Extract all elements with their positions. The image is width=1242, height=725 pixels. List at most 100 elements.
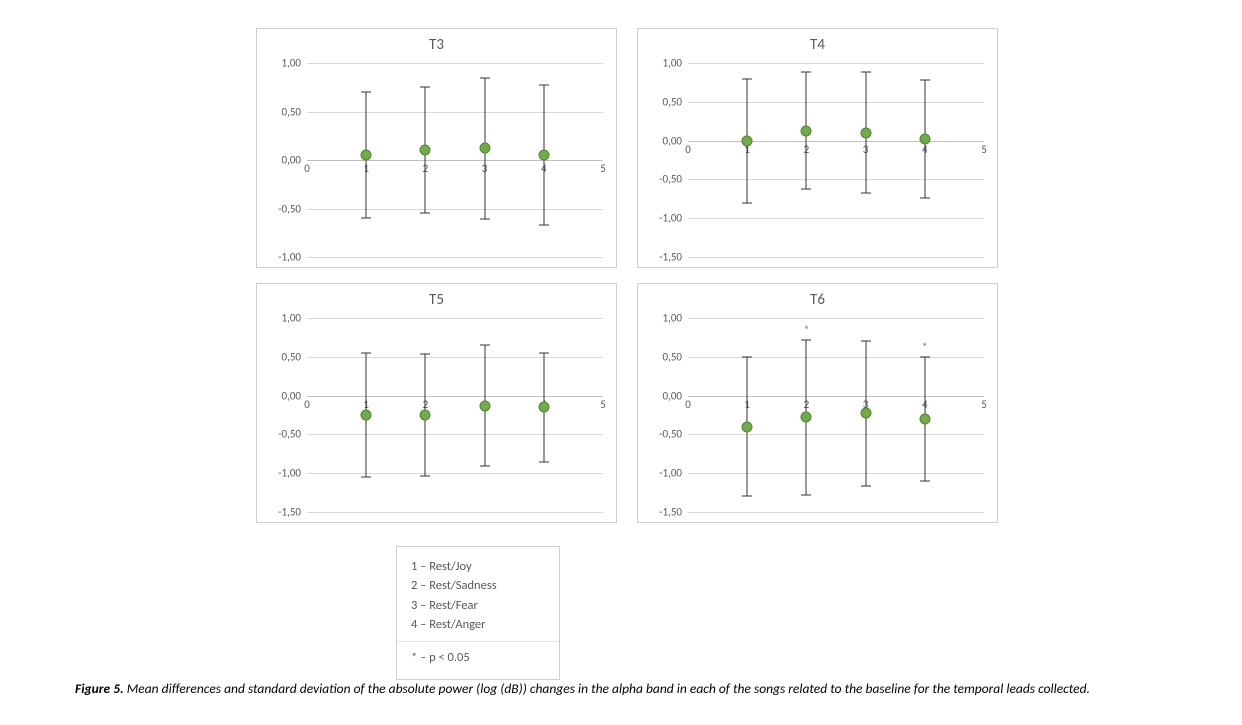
xtick-label: 0 (304, 162, 310, 175)
errorbar-cap (801, 494, 811, 495)
panel-title: T4 (638, 36, 997, 54)
errorbar-cap (861, 193, 871, 194)
errorbar-cap (801, 72, 811, 73)
errorbar-cap (480, 219, 490, 220)
errorbar-cap (361, 218, 371, 219)
ytick-label: -1,00 (659, 212, 682, 225)
gridline (307, 473, 603, 474)
ytick-label: 0,50 (282, 105, 301, 118)
panel-t5: T5 -1,50-1,00-0,500,000,501,00012345 (256, 283, 617, 523)
ytick-label: 0,00 (282, 389, 301, 402)
figure-caption: Figure 5. Mean differences and standard … (75, 680, 1167, 698)
data-marker (919, 134, 930, 145)
panel-t4: T4-1,50-1,00-0,500,000,501,00012345 (637, 28, 998, 268)
data-marker (479, 143, 490, 154)
panel-t3: T3-1,00-0,500,000,501,00012345 (256, 28, 617, 268)
ytick-label: 0,00 (663, 389, 682, 402)
plot-area: -1,50-1,00-0,500,000,501,00012345** (688, 318, 984, 512)
errorbar-cap (480, 466, 490, 467)
significance-marker: * (803, 324, 809, 338)
ytick-label: 0,50 (663, 95, 682, 108)
ytick-label: 0,00 (663, 134, 682, 147)
data-marker (361, 410, 372, 421)
panel-title: T3 (257, 36, 616, 54)
panel-title: T5 (257, 291, 616, 309)
gridline (688, 434, 984, 435)
gridline (307, 318, 603, 319)
ytick-label: -1,00 (278, 467, 301, 480)
ytick-label: -0,50 (278, 202, 301, 215)
data-marker (538, 150, 549, 161)
errorbar-cap (920, 80, 930, 81)
gridline (688, 512, 984, 513)
gridline (307, 357, 603, 358)
data-marker (742, 135, 753, 146)
ytick-label: -1,50 (659, 251, 682, 264)
errorbar-cap (920, 198, 930, 199)
errorbar-cap (742, 356, 752, 357)
xtick-label: 5 (981, 143, 987, 156)
legend-sig-line: * – p < 0.05 (411, 648, 545, 667)
panel-row-2: T5-1,50-1,00-0,500,000,501,00012345 T6-1… (256, 283, 998, 523)
panel-row-1: T3-1,00-0,500,000,501,00012345 T4-1,50-1… (256, 28, 998, 268)
ytick-label: 0,50 (282, 350, 301, 363)
errorbar-cap (420, 475, 430, 476)
xtick-label: 0 (685, 143, 691, 156)
plot-area: -1,00-0,500,000,501,00012345 (307, 63, 603, 257)
errorbar-cap (361, 92, 371, 93)
ytick-label: 1,00 (282, 57, 301, 70)
errorbar-cap (920, 480, 930, 481)
ytick-label: -0,50 (659, 428, 682, 441)
data-marker (801, 125, 812, 136)
errorbar-cap (742, 78, 752, 79)
data-marker (742, 421, 753, 432)
gridline (307, 434, 603, 435)
gridline (307, 512, 603, 513)
data-marker (860, 127, 871, 138)
errorbar-cap (420, 354, 430, 355)
figure-container: { "layout": { "panel_width": 360, "color… (0, 0, 1242, 725)
data-marker (919, 413, 930, 424)
legend-separator (397, 641, 559, 642)
errorbar-cap (742, 202, 752, 203)
ytick-label: 1,00 (282, 312, 301, 325)
data-marker (801, 412, 812, 423)
errorbar-cap (801, 188, 811, 189)
errorbar-cap (920, 356, 930, 357)
errorbar-cap (480, 345, 490, 346)
errorbar-cap (539, 224, 549, 225)
panel-grid: T3-1,00-0,500,000,501,00012345 T4-1,50-1… (256, 28, 998, 523)
gridline (688, 473, 984, 474)
data-marker (361, 150, 372, 161)
gridline (688, 257, 984, 258)
gridline (688, 396, 984, 397)
xtick-label: 5 (600, 162, 606, 175)
xtick-label: 5 (600, 398, 606, 411)
caption-text: Mean differences and standard deviation … (124, 680, 1090, 697)
plot-area: -1,50-1,00-0,500,000,501,00012345 (688, 63, 984, 257)
gridline (688, 102, 984, 103)
gridline (688, 318, 984, 319)
panel-t6: T6-1,50-1,00-0,500,000,501,00012345** (637, 283, 998, 523)
data-marker (479, 400, 490, 411)
ytick-label: 0,50 (663, 350, 682, 363)
legend-item: 1 – Rest/Joy (411, 557, 545, 576)
ytick-label: -1,00 (659, 467, 682, 480)
xtick-label: 0 (685, 398, 691, 411)
data-marker (420, 410, 431, 421)
errorbar-cap (539, 461, 549, 462)
errorbar-cap (539, 85, 549, 86)
legend-item: 3 – Rest/Fear (411, 596, 545, 615)
errorbar-cap (861, 341, 871, 342)
ytick-label: -1,00 (278, 251, 301, 264)
gridline (307, 396, 603, 397)
gridline (688, 179, 984, 180)
ytick-label: -1,50 (659, 506, 682, 519)
ytick-label: 1,00 (663, 312, 682, 325)
ytick-label: -0,50 (278, 428, 301, 441)
xtick-label: 5 (981, 398, 987, 411)
gridline (307, 257, 603, 258)
errorbar-cap (742, 496, 752, 497)
plot-area: -1,50-1,00-0,500,000,501,00012345 (307, 318, 603, 512)
errorbar-cap (801, 339, 811, 340)
